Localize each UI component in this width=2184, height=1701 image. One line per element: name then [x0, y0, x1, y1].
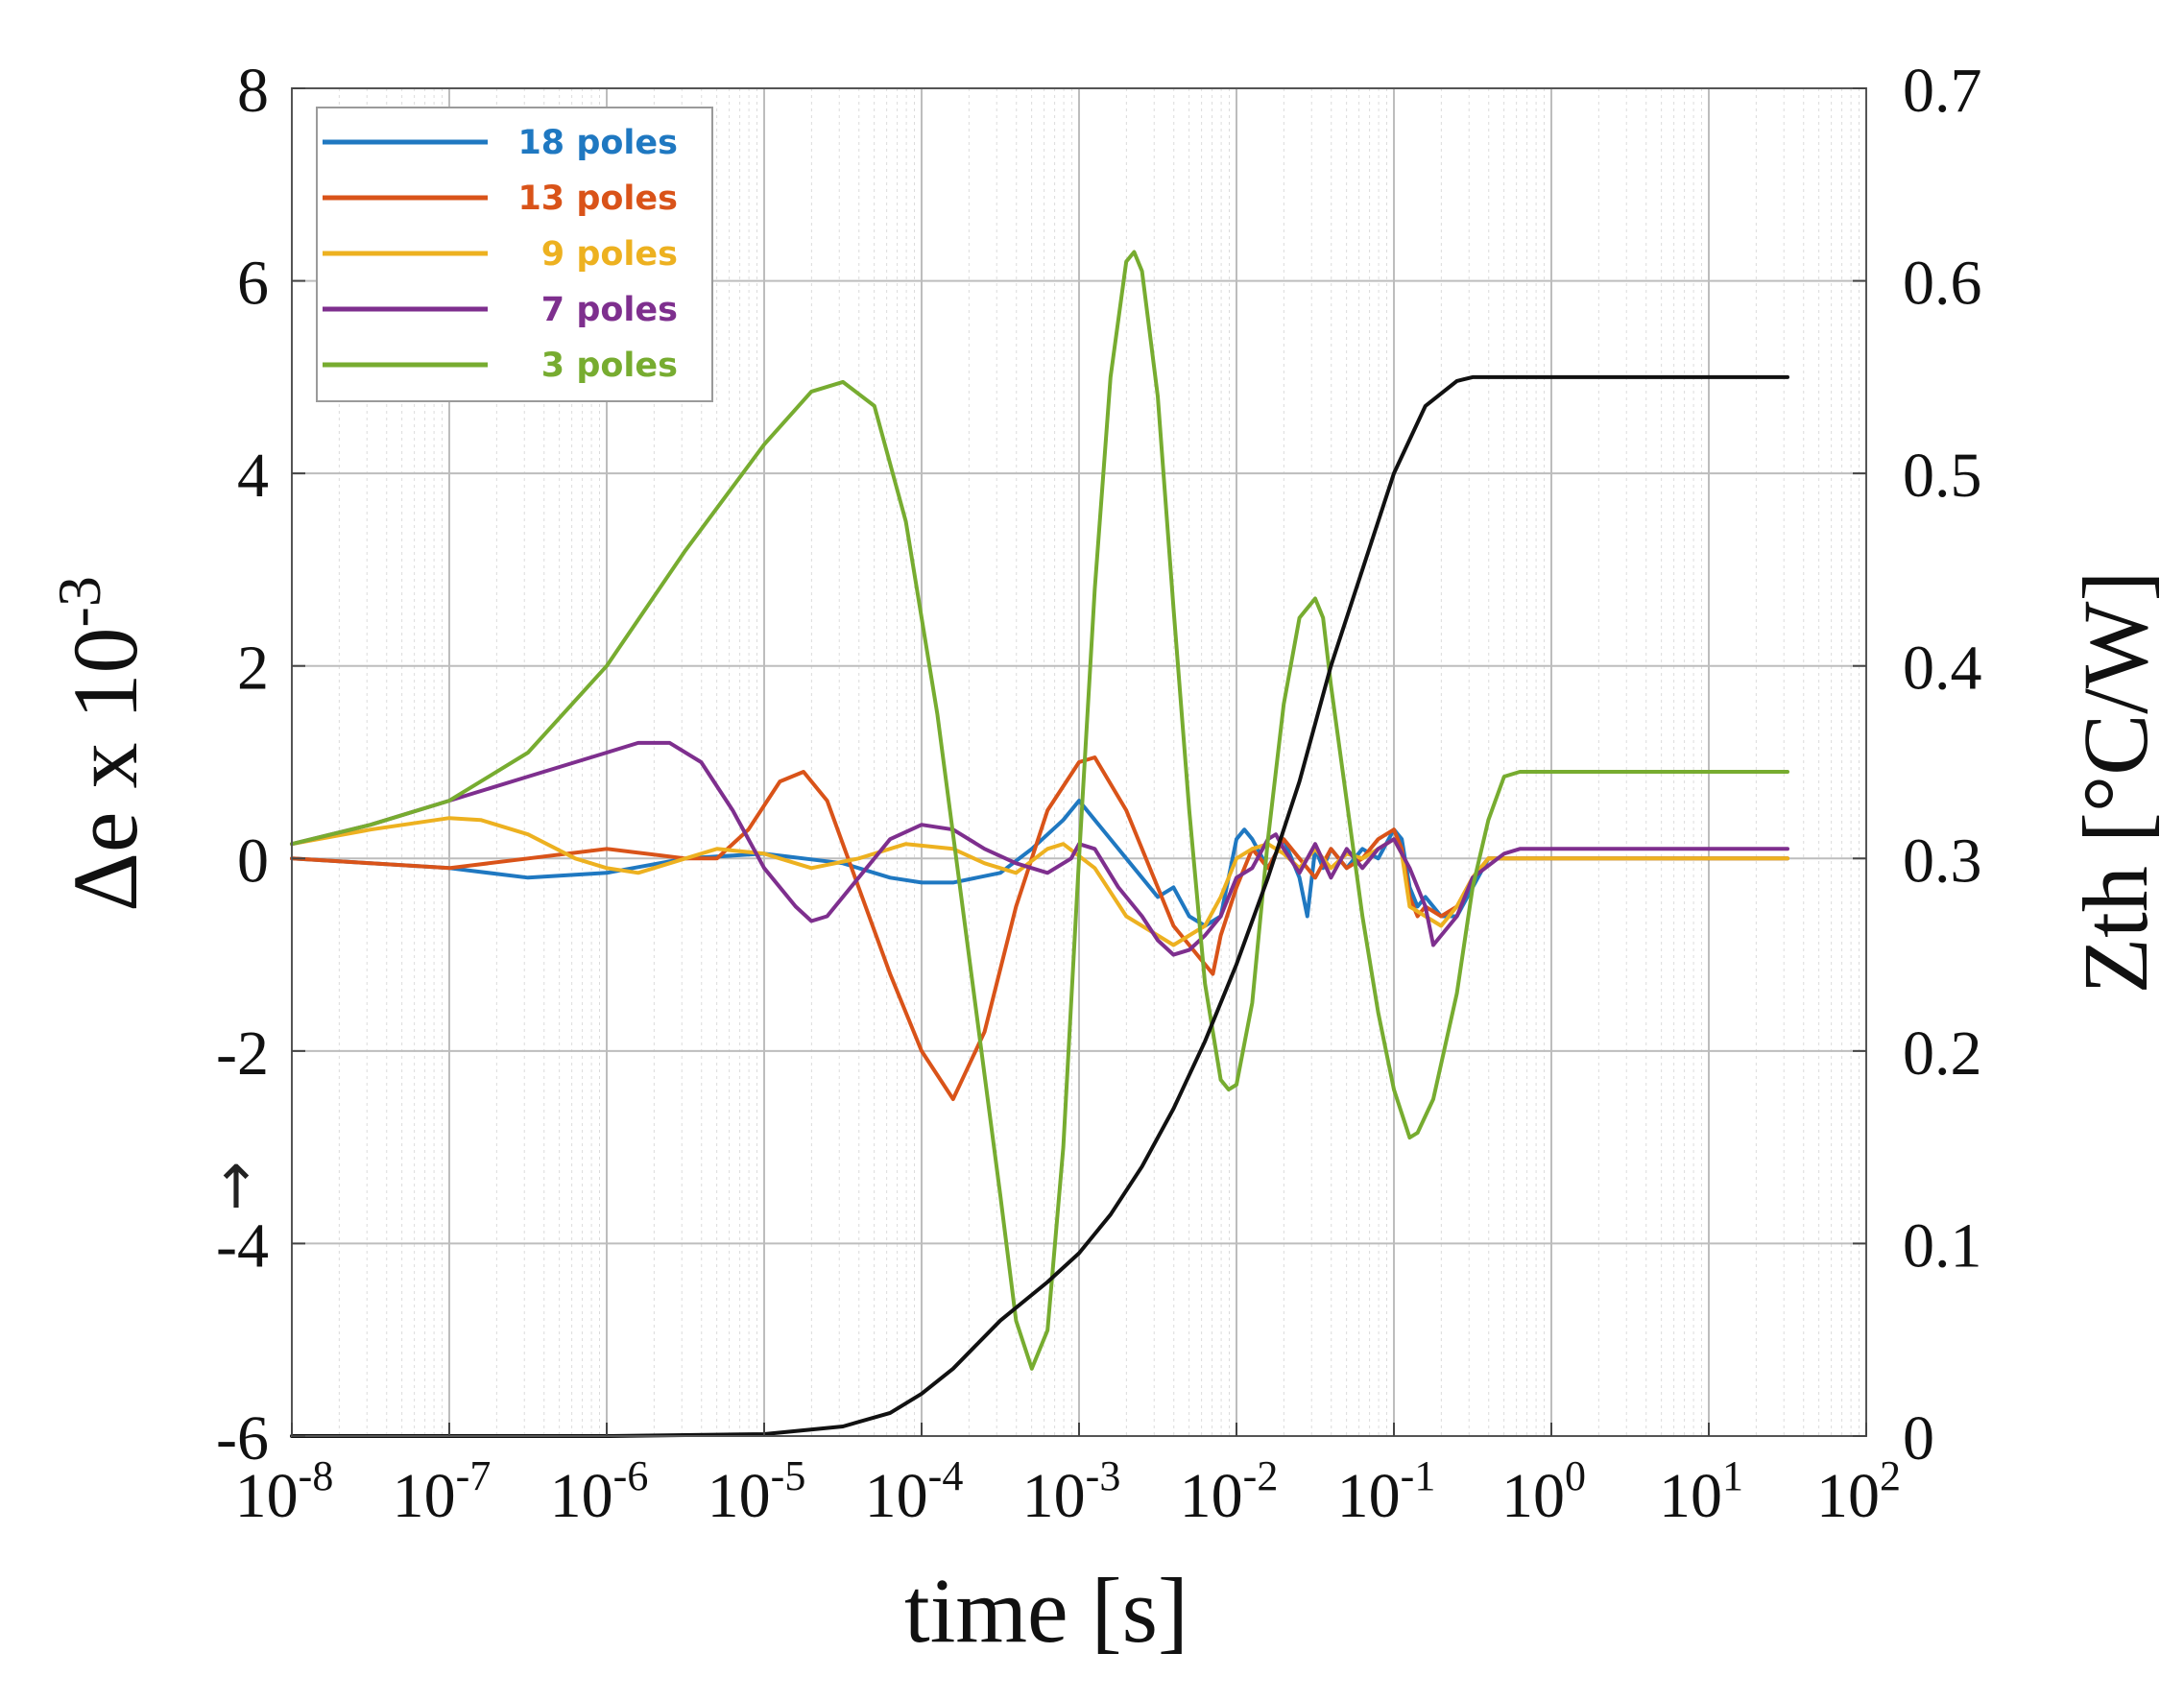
legend-label-7-poles: 7 poles — [541, 291, 678, 329]
x-tick-exponent: -7 — [456, 1452, 492, 1499]
legend-label-18-poles: 18 poles — [517, 124, 678, 162]
x-tick-exponent: -2 — [1243, 1452, 1279, 1499]
x-tick-label: 10-7 — [393, 1452, 492, 1531]
legend-label-3-poles: 3 poles — [541, 347, 678, 385]
legend: 18 poles 13 poles 9 poles 7 poles 3 poles — [316, 107, 713, 402]
x-tick-exponent: -4 — [928, 1452, 964, 1499]
legend-items: 18 poles 13 poles 9 poles 7 poles 3 poles — [323, 124, 678, 385]
x-tick-base: 10 — [1659, 1461, 1722, 1531]
legend-label-13-poles: 13 poles — [517, 180, 678, 218]
x-tick-exponent: -5 — [771, 1452, 806, 1499]
x-tick-exponent: 2 — [1880, 1452, 1901, 1499]
x-tick-label: 10-8 — [235, 1452, 334, 1531]
series-line-18-poles — [290, 799, 1789, 928]
x-tick-label: 102 — [1816, 1452, 1901, 1531]
y-left-tick-label: 0 — [237, 826, 269, 896]
x-tick-exponent: -1 — [1401, 1452, 1436, 1499]
x-axis-title: time [s] — [904, 1559, 1188, 1662]
y-left-tick-label: -6 — [216, 1403, 269, 1473]
y-left-tick-label: -2 — [216, 1018, 269, 1089]
x-tick-base: 10 — [1180, 1461, 1243, 1531]
x-tick-label: 10-4 — [865, 1452, 964, 1531]
y-right-tick-label: 0.1 — [1903, 1210, 1982, 1281]
y-left-tick-label: -4 — [216, 1210, 269, 1281]
x-tick-exponent: 1 — [1722, 1452, 1743, 1499]
x-tick-label: 100 — [1501, 1452, 1586, 1531]
x-tick-exponent: -6 — [613, 1452, 649, 1499]
x-tick-exponent: 0 — [1565, 1452, 1586, 1499]
y-right-tick-label: 0.4 — [1903, 634, 1982, 704]
y-left-tick-label: 6 — [237, 249, 269, 319]
x-tick-base: 10 — [235, 1461, 299, 1531]
y-left-tick-label: 4 — [237, 441, 269, 511]
up-arrow-icon: ↑ — [211, 1152, 261, 1222]
x-tick-label: 101 — [1659, 1452, 1743, 1531]
x-tick-label: 10-2 — [1180, 1452, 1279, 1531]
y-right-tick-label: 0.3 — [1903, 826, 1982, 896]
y-left-tick-label: 8 — [237, 56, 269, 126]
y-right-axis-title: Zth [°C/W] — [2064, 571, 2167, 994]
x-tick-label: 10-3 — [1022, 1452, 1121, 1531]
y-right-tick-label: 0.6 — [1903, 249, 1982, 319]
x-tick-label: 10-5 — [708, 1452, 806, 1531]
legend-label-9-poles: 9 poles — [541, 235, 678, 274]
y-left-axis-title: Δe x 10-3 — [45, 576, 156, 912]
series-line-3-poles — [290, 250, 1789, 1371]
x-tick-label: 10-6 — [550, 1452, 649, 1531]
series-line-zth — [290, 374, 1789, 1438]
x-tick-exponent: -3 — [1086, 1452, 1121, 1499]
x-tick-base: 10 — [1337, 1461, 1401, 1531]
series-line-7-poles — [290, 740, 1789, 957]
x-tick-base: 10 — [1022, 1461, 1086, 1531]
y-right-tick-label: 0 — [1903, 1403, 1934, 1473]
y-left-axis-title-exponent: -3 — [45, 576, 113, 627]
ticks-layer: 10-8 10-7 10-6 10-5 10-4 10-3 10-2 10-1 100 101 10… — [216, 56, 1981, 1531]
x-tick-base: 10 — [550, 1461, 613, 1531]
x-tick-base: 10 — [393, 1461, 456, 1531]
x-tick-label: 10-1 — [1337, 1452, 1436, 1531]
y-left-axis-title-main: Δe x 10 — [54, 627, 156, 911]
y-right-tick-label: 0.2 — [1903, 1018, 1982, 1089]
x-tick-exponent: -8 — [299, 1452, 334, 1499]
series-layer — [290, 250, 1789, 1438]
x-tick-base: 10 — [865, 1461, 928, 1531]
y-right-tick-label: 0.7 — [1903, 56, 1982, 126]
x-tick-base: 10 — [708, 1461, 771, 1531]
x-tick-base: 10 — [1501, 1461, 1565, 1531]
y-left-tick-label: 2 — [237, 634, 269, 704]
series-line-13-poles — [290, 755, 1789, 1101]
x-tick-base: 10 — [1816, 1461, 1880, 1531]
y-right-tick-label: 0.5 — [1903, 441, 1982, 511]
